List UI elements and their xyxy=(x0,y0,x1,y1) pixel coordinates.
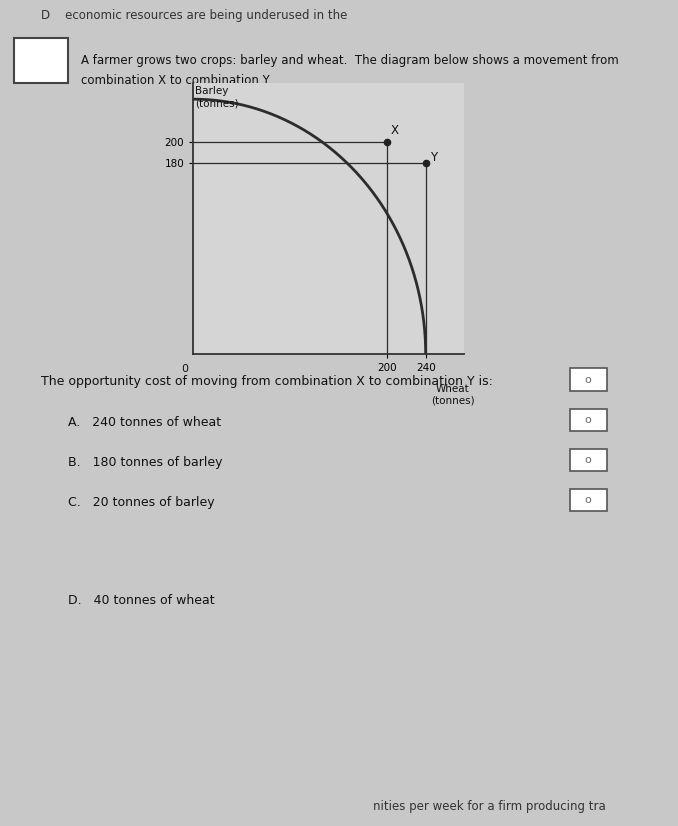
Text: combination X to combination Y.: combination X to combination Y. xyxy=(81,74,271,88)
Text: C.   20 tonnes of barley: C. 20 tonnes of barley xyxy=(68,496,214,509)
Bar xyxy=(570,368,607,391)
Bar xyxy=(14,38,68,83)
Text: o: o xyxy=(585,375,591,385)
Text: X: X xyxy=(391,124,399,137)
Text: o: o xyxy=(585,415,591,425)
Text: nities per week for a firm producing tra: nities per week for a firm producing tra xyxy=(373,800,605,813)
Text: Y: Y xyxy=(430,151,437,164)
Text: 0: 0 xyxy=(181,364,188,374)
Text: The opportunity cost of moving from combination X to combination Y is:: The opportunity cost of moving from comb… xyxy=(41,375,492,388)
Text: Barley
(tonnes): Barley (tonnes) xyxy=(195,87,239,108)
Text: D    economic resources are being underused in the: D economic resources are being underused… xyxy=(41,9,347,22)
Text: 05: 05 xyxy=(31,54,50,68)
Bar xyxy=(570,449,607,472)
Text: B.   180 tonnes of barley: B. 180 tonnes of barley xyxy=(68,456,222,468)
Bar xyxy=(570,409,607,431)
Text: A farmer grows two crops: barley and wheat.  The diagram below shows a movement : A farmer grows two crops: barley and whe… xyxy=(81,55,619,67)
Text: Wheat
(tonnes): Wheat (tonnes) xyxy=(431,384,475,406)
Text: o: o xyxy=(585,455,591,465)
Text: A.   240 tonnes of wheat: A. 240 tonnes of wheat xyxy=(68,415,221,429)
Text: D.   40 tonnes of wheat: D. 40 tonnes of wheat xyxy=(68,594,214,607)
Text: o: o xyxy=(585,495,591,506)
Bar xyxy=(570,489,607,511)
